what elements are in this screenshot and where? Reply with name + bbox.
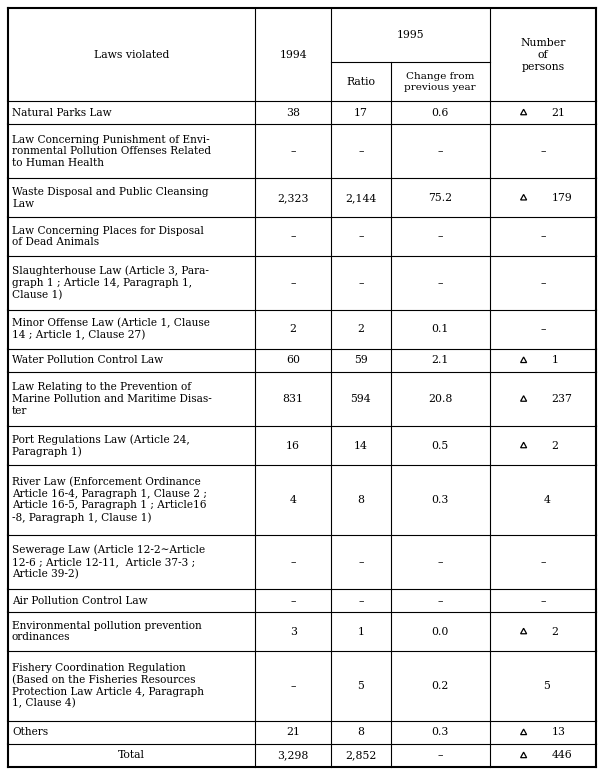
Text: 1: 1 <box>551 356 558 365</box>
Text: 0.6: 0.6 <box>431 108 449 118</box>
Text: –: – <box>540 278 545 288</box>
Text: 60: 60 <box>286 356 300 365</box>
Text: 2: 2 <box>358 325 364 335</box>
Text: –: – <box>358 278 364 288</box>
Text: Laws violated: Laws violated <box>94 50 169 60</box>
Text: Water Pollution Control Law: Water Pollution Control Law <box>12 356 163 365</box>
Text: –: – <box>437 557 443 567</box>
Text: 446: 446 <box>551 750 572 760</box>
Text: Environmental pollution prevention
ordinances: Environmental pollution prevention ordin… <box>12 621 202 642</box>
Text: 237: 237 <box>551 394 572 404</box>
Text: –: – <box>437 232 443 242</box>
Text: 1: 1 <box>358 626 364 636</box>
Text: 3,298: 3,298 <box>277 750 309 760</box>
Text: Natural Parks Law: Natural Parks Law <box>12 108 112 118</box>
Text: –: – <box>540 557 545 567</box>
Text: –: – <box>358 596 364 606</box>
Text: –: – <box>291 557 296 567</box>
Text: –: – <box>540 232 545 242</box>
Text: 8: 8 <box>358 495 364 505</box>
Text: 16: 16 <box>286 440 300 450</box>
Text: Minor Offense Law (Article 1, Clause
14 ; Article 1, Clause 27): Minor Offense Law (Article 1, Clause 14 … <box>12 319 210 341</box>
Text: –: – <box>437 596 443 606</box>
Text: 75.2: 75.2 <box>428 193 452 203</box>
Text: 2: 2 <box>551 440 558 450</box>
Text: 0.3: 0.3 <box>431 728 449 737</box>
Text: 831: 831 <box>283 394 304 404</box>
Text: –: – <box>291 278 296 288</box>
Text: Total: Total <box>118 750 145 760</box>
Text: Port Regulations Law (Article 24,
Paragraph 1): Port Regulations Law (Article 24, Paragr… <box>12 434 190 457</box>
Text: 2,323: 2,323 <box>277 193 309 203</box>
Text: 2,852: 2,852 <box>345 750 377 760</box>
Text: –: – <box>437 750 443 760</box>
Text: Number
of
persons: Number of persons <box>520 37 565 71</box>
Text: 0.5: 0.5 <box>431 440 449 450</box>
Text: 4: 4 <box>544 495 550 505</box>
Text: –: – <box>358 557 364 567</box>
Text: –: – <box>358 232 364 242</box>
Text: 1994: 1994 <box>279 50 307 60</box>
Text: Waste Disposal and Public Cleansing
Law: Waste Disposal and Public Cleansing Law <box>12 187 208 208</box>
Text: Others: Others <box>12 728 48 737</box>
Text: Change from
previous year: Change from previous year <box>404 72 476 91</box>
Text: 179: 179 <box>551 193 572 203</box>
Text: 1995: 1995 <box>397 30 424 40</box>
Text: Ratio: Ratio <box>347 77 376 87</box>
Text: 8: 8 <box>358 728 364 737</box>
Text: River Law (Enforcement Ordinance
Article 16-4, Paragraph 1, Clause 2 ;
Article 1: River Law (Enforcement Ordinance Article… <box>12 477 207 523</box>
Text: 2,144: 2,144 <box>345 193 376 203</box>
Text: –: – <box>437 146 443 157</box>
Text: 4: 4 <box>290 495 297 505</box>
Text: 20.8: 20.8 <box>428 394 452 404</box>
Text: –: – <box>291 596 296 606</box>
Text: 21: 21 <box>551 108 565 118</box>
Text: –: – <box>291 232 296 242</box>
Text: 0.3: 0.3 <box>431 495 449 505</box>
Text: –: – <box>540 146 545 157</box>
Text: 59: 59 <box>354 356 368 365</box>
Text: Law Concerning Punishment of Envi-
ronmental Pollution Offenses Related
to Human: Law Concerning Punishment of Envi- ronme… <box>12 135 211 168</box>
Text: Air Pollution Control Law: Air Pollution Control Law <box>12 596 147 606</box>
Text: 2: 2 <box>290 325 297 335</box>
Text: –: – <box>358 146 364 157</box>
Text: 0.1: 0.1 <box>431 325 449 335</box>
Text: Law Concerning Places for Disposal
of Dead Animals: Law Concerning Places for Disposal of De… <box>12 226 204 247</box>
Text: –: – <box>291 681 296 691</box>
Text: 594: 594 <box>350 394 371 404</box>
Text: Sewerage Law (Article 12-2∼Article
12-6 ; Article 12-11,  Article 37-3 ;
Article: Sewerage Law (Article 12-2∼Article 12-6 … <box>12 545 205 579</box>
Text: –: – <box>291 146 296 157</box>
Text: 38: 38 <box>286 108 300 118</box>
Text: 13: 13 <box>551 728 565 737</box>
Text: 2.1: 2.1 <box>431 356 449 365</box>
Text: 2: 2 <box>551 626 558 636</box>
Text: –: – <box>540 325 545 335</box>
Text: 0.0: 0.0 <box>431 626 449 636</box>
Text: 5: 5 <box>544 681 550 691</box>
Text: 21: 21 <box>286 728 300 737</box>
Text: 17: 17 <box>354 108 368 118</box>
Text: –: – <box>437 278 443 288</box>
Text: 0.2: 0.2 <box>431 681 449 691</box>
Text: 14: 14 <box>354 440 368 450</box>
Text: –: – <box>540 596 545 606</box>
Text: Slaughterhouse Law (Article 3, Para-
graph 1 ; Article 14, Paragraph 1,
Clause 1: Slaughterhouse Law (Article 3, Para- gra… <box>12 266 209 300</box>
Text: 5: 5 <box>358 681 364 691</box>
Text: Fishery Coordination Regulation
(Based on the Fisheries Resources
Protection Law: Fishery Coordination Regulation (Based o… <box>12 663 204 708</box>
Text: 3: 3 <box>290 626 297 636</box>
Text: Law Relating to the Prevention of
Marine Pollution and Maritime Disas-
ter: Law Relating to the Prevention of Marine… <box>12 382 212 415</box>
